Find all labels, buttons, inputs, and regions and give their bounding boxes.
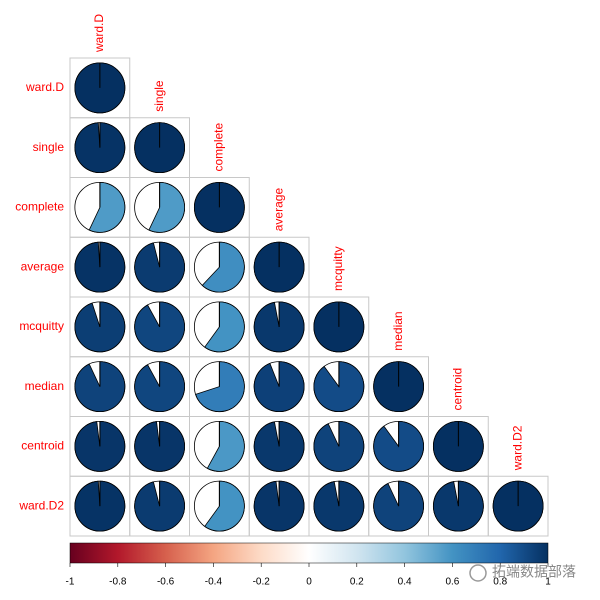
row-label: single [33,140,65,154]
colorbar-tick-label: -0.4 [205,577,223,588]
watermark-icon [469,564,487,582]
column-label: centroid [451,368,465,411]
colorbar-tick-label: -0.6 [157,577,175,588]
row-label: complete [15,200,64,214]
cell-border [487,475,549,537]
colorbar-tick-label: 0 [306,577,312,588]
colorbar-tick-label: 0.6 [445,577,459,588]
pie-wedge [206,420,245,472]
column-label: complete [212,122,226,171]
watermark-text: 拓端数据部落 [492,564,576,580]
row-label: centroid [21,439,64,453]
column-label: ward.D2 [510,425,524,471]
colorbar-tick-label: 0.8 [493,577,507,588]
watermark: 拓端数据部落 [469,564,576,582]
column-label: mcquitty [331,246,345,291]
pie-wedge [201,241,245,293]
row-label: ward.D2 [18,498,64,512]
colorbar [69,542,549,564]
column-label: average [271,188,285,232]
row-label: mcquitty [19,319,64,333]
row-label: ward.D [25,80,64,94]
colorbar-tick-label: 0.4 [398,577,412,588]
pie-wedge [204,301,245,353]
colorbar-tick-label: 0.2 [350,577,364,588]
column-label: single [152,80,166,112]
column-label: median [391,311,405,350]
pie-wedge [88,181,126,233]
row-label: median [25,379,64,393]
colorbar-tick-label: -0.2 [253,577,271,588]
pie-wedge [195,361,245,412]
column-label: ward.D [92,14,106,53]
colorbar-tick-label: -1 [66,577,75,588]
row-label: average [21,259,65,273]
pie-wedge [148,181,185,233]
colorbar-tick-label: 1 [545,577,551,588]
pie-wedge [204,480,245,532]
colorbar-tick-label: -0.8 [109,577,127,588]
